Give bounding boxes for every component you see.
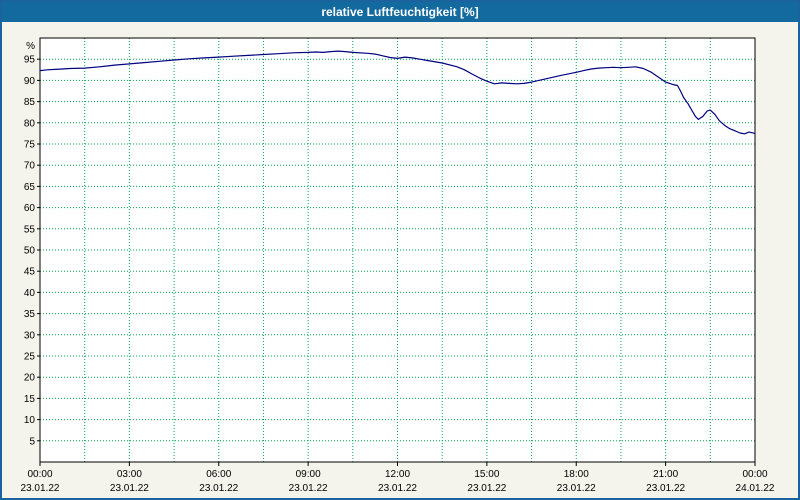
x-tick-date-label: 24.01.22: [736, 483, 775, 494]
x-tick-time-label: 03:00: [117, 469, 142, 480]
y-tick-label: 95: [24, 55, 36, 66]
y-tick-label: 30: [24, 330, 36, 341]
x-tick-date-label: 23.01.22: [289, 483, 328, 494]
y-tick-label: 85: [24, 97, 36, 108]
humidity-line-chart: % 5 10 15 20 25 30 35 40 45 50 55 60 65 70 75 80 85 90 95 00…: [21, 37, 775, 494]
y-tick-label: 5: [29, 436, 35, 447]
y-tick-label: 45: [24, 267, 36, 278]
x-tick-time-label: 00:00: [27, 469, 52, 480]
y-tick-label: 70: [24, 161, 36, 172]
x-tick-time-label: 09:00: [296, 469, 321, 480]
x-tick-date-label: 23.01.22: [378, 483, 417, 494]
y-tick-label: 65: [24, 182, 36, 193]
y-tick-label: 25: [24, 352, 36, 363]
y-tick-label: 40: [24, 288, 36, 299]
x-tick-date-label: 23.01.22: [21, 483, 60, 494]
x-tick-time-label: 21:00: [653, 469, 678, 480]
x-tick-date-label: 23.01.22: [646, 483, 685, 494]
y-tick-label: 50: [24, 246, 36, 257]
x-tick-date-label: 23.01.22: [110, 483, 149, 494]
y-axis-unit-label: %: [26, 41, 35, 52]
humidity-series-line: [39, 50, 756, 135]
y-tick-label: 90: [24, 76, 36, 87]
x-tick-time-label: 18:00: [564, 469, 589, 480]
x-tick-time-label: 06:00: [206, 469, 231, 480]
y-tick-label: 15: [24, 394, 36, 405]
x-tick-date-label: 23.01.22: [557, 483, 596, 494]
x-tick-date-label: 23.01.22: [199, 483, 238, 494]
y-tick-label: 55: [24, 224, 36, 235]
chart-area: % 5 10 15 20 25 30 35 40 45 50 55 60 65 70 75 80 85 90 95 00…: [2, 22, 798, 498]
x-tick-date-label: 23.01.22: [467, 483, 506, 494]
chart-title-bar: relative Luftfeuchtigkeit [%]: [2, 2, 798, 22]
x-tick-time-label: 12:00: [385, 469, 410, 480]
x-tick-time-label: 00:00: [742, 469, 767, 480]
y-tick-label: 80: [24, 118, 36, 129]
y-tick-label: 20: [24, 373, 36, 384]
x-tick-time-label: 15:00: [474, 469, 499, 480]
chart-title: relative Luftfeuchtigkeit [%]: [321, 5, 479, 19]
y-tick-label: 75: [24, 140, 36, 151]
y-tick-label: 10: [24, 415, 36, 426]
y-tick-label: 60: [24, 203, 36, 214]
y-tick-label: 35: [24, 309, 36, 320]
